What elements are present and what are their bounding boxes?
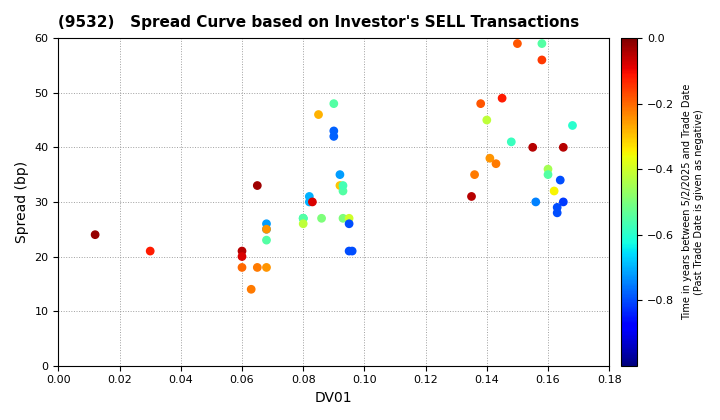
Point: [530, 199, 541, 205]
Point: [236, 248, 248, 255]
Point: [328, 133, 340, 140]
Text: (9532)   Spread Curve based on Investor's SELL Transactions: (9532) Spread Curve based on Investor's …: [58, 15, 580, 30]
Point: [343, 215, 355, 222]
Point: [251, 182, 263, 189]
Point: [512, 40, 523, 47]
Point: [145, 248, 156, 255]
Point: [469, 171, 480, 178]
Point: [536, 57, 548, 63]
Point: [297, 220, 309, 227]
Point: [251, 264, 263, 271]
Point: [297, 215, 309, 222]
Point: [304, 193, 315, 200]
Point: [89, 231, 101, 238]
Point: [557, 199, 569, 205]
Point: [297, 215, 309, 222]
Point: [337, 215, 348, 222]
Point: [328, 128, 340, 134]
Y-axis label: Time in years between 5/2/2025 and Trade Date
(Past Trade Date is given as negat: Time in years between 5/2/2025 and Trade…: [683, 84, 704, 320]
Point: [261, 226, 272, 233]
Point: [466, 193, 477, 200]
Point: [316, 215, 328, 222]
Point: [481, 117, 492, 123]
Point: [261, 264, 272, 271]
Point: [484, 155, 495, 162]
Point: [536, 40, 548, 47]
Point: [307, 199, 318, 205]
Point: [475, 100, 487, 107]
Point: [549, 188, 560, 194]
Point: [343, 248, 355, 255]
Point: [496, 95, 508, 102]
Point: [261, 226, 272, 233]
Point: [261, 220, 272, 227]
Point: [312, 111, 324, 118]
Point: [297, 215, 309, 222]
Point: [542, 171, 554, 178]
Point: [552, 204, 563, 211]
X-axis label: DV01: DV01: [315, 391, 353, 405]
Point: [343, 220, 355, 227]
Point: [246, 286, 257, 293]
Point: [542, 166, 554, 173]
Point: [527, 144, 539, 151]
Point: [328, 100, 340, 107]
Point: [346, 248, 358, 255]
Point: [304, 199, 315, 205]
Point: [557, 144, 569, 151]
Point: [567, 122, 578, 129]
Point: [334, 171, 346, 178]
Point: [337, 188, 348, 194]
Y-axis label: Spread (bp): Spread (bp): [15, 161, 29, 243]
Point: [334, 182, 346, 189]
Point: [552, 210, 563, 216]
Point: [337, 182, 348, 189]
Point: [554, 177, 566, 184]
Point: [490, 160, 502, 167]
Point: [505, 139, 517, 145]
Point: [261, 237, 272, 244]
Point: [236, 253, 248, 260]
Point: [236, 264, 248, 271]
